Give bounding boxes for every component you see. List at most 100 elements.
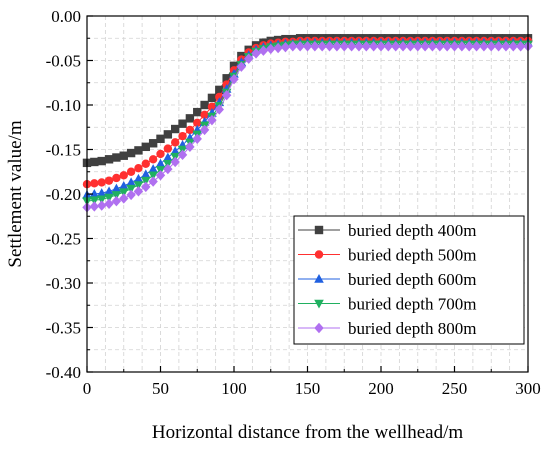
series-layer — [82, 34, 533, 213]
legend-marker — [314, 274, 324, 283]
data-point — [449, 41, 460, 52]
data-point — [148, 164, 158, 173]
data-point — [295, 41, 305, 52]
data-point — [156, 134, 165, 144]
data-point — [435, 41, 445, 52]
data-point — [148, 139, 158, 148]
data-point — [141, 169, 151, 179]
data-point — [134, 163, 143, 173]
data-point — [193, 107, 202, 117]
data-point — [398, 41, 408, 52]
data-point — [89, 201, 100, 212]
data-point — [90, 179, 99, 188]
data-point — [141, 159, 150, 168]
data-point — [479, 41, 489, 52]
legend-label: buried depth 500m — [348, 246, 476, 265]
data-point — [126, 148, 136, 158]
data-point — [134, 146, 143, 155]
data-point — [141, 181, 151, 193]
data-point — [111, 183, 122, 193]
data-point — [163, 163, 173, 175]
data-point — [104, 198, 114, 209]
legend-marker — [314, 225, 324, 235]
data-point — [266, 43, 276, 55]
data-point — [171, 138, 180, 147]
data-point — [171, 124, 180, 134]
data-point — [383, 41, 394, 52]
data-point — [104, 176, 114, 185]
data-point — [156, 149, 165, 159]
data-point — [229, 73, 239, 85]
data-point — [178, 131, 187, 141]
data-point — [405, 41, 416, 52]
data-point — [200, 100, 209, 110]
x-tick-label: 200 — [368, 379, 394, 398]
series-5 — [82, 41, 533, 213]
data-point — [148, 176, 158, 187]
y-tick-label: -0.20 — [46, 185, 81, 204]
legend-item: buried depth 700m — [298, 295, 476, 314]
data-point — [133, 173, 144, 183]
data-point — [112, 153, 121, 162]
data-point — [346, 41, 357, 52]
data-point — [89, 189, 100, 198]
data-point — [119, 193, 129, 204]
y-tick-label: 0.00 — [51, 7, 81, 26]
data-point — [376, 41, 386, 52]
data-point — [413, 41, 423, 52]
legend-item: buried depth 400m — [298, 221, 476, 240]
data-point — [427, 41, 438, 52]
data-point — [486, 41, 496, 52]
data-point — [229, 61, 239, 71]
data-point — [118, 180, 129, 190]
data-point — [310, 41, 320, 52]
data-point — [515, 41, 526, 52]
x-tick-label: 300 — [515, 379, 541, 398]
data-point — [214, 104, 224, 115]
data-point — [222, 74, 231, 83]
data-point — [200, 110, 209, 119]
data-point — [104, 193, 114, 203]
y-tick-label: -0.40 — [46, 363, 81, 382]
legend-label: buried depth 800m — [348, 319, 476, 338]
data-point — [215, 85, 224, 95]
data-point — [97, 200, 107, 211]
x-axis-title: Horizontal distance from the wellhead/m — [152, 422, 464, 443]
data-point — [141, 142, 150, 152]
data-point — [354, 41, 364, 52]
y-tick-label: -0.30 — [46, 274, 81, 293]
legend-marker — [314, 250, 324, 259]
data-point — [317, 41, 327, 52]
data-point — [244, 53, 254, 64]
data-point — [288, 41, 298, 52]
data-point — [148, 171, 158, 181]
data-point — [111, 191, 122, 200]
y-tick-label: -0.15 — [46, 141, 81, 160]
x-tick-label: 100 — [221, 379, 247, 398]
legend-box — [293, 215, 525, 345]
data-point — [368, 41, 379, 52]
data-point — [126, 189, 136, 201]
data-point — [155, 170, 166, 181]
data-point — [273, 42, 283, 54]
y-tick-label: -0.25 — [46, 230, 81, 249]
legend-item: buried depth 600m — [298, 270, 476, 289]
data-point — [302, 41, 313, 52]
data-point — [193, 118, 202, 128]
data-point — [96, 195, 107, 205]
x-tick-label: 150 — [295, 379, 321, 398]
data-point — [391, 41, 401, 52]
data-point — [97, 178, 106, 187]
data-point — [207, 102, 217, 111]
data-point — [126, 177, 136, 187]
data-point — [133, 181, 144, 191]
data-point — [133, 186, 144, 197]
data-point — [258, 45, 269, 56]
data-point — [111, 195, 122, 207]
data-point — [280, 41, 291, 53]
data-point — [112, 173, 121, 183]
data-point — [155, 158, 166, 168]
data-point — [141, 176, 151, 186]
data-point — [96, 188, 107, 197]
data-point — [148, 155, 158, 164]
